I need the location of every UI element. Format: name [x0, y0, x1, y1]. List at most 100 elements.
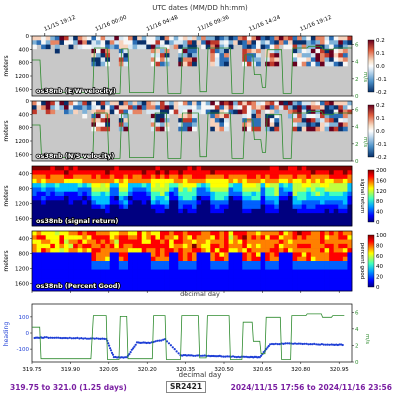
- heatmap-cell: [59, 269, 65, 275]
- heatmap-cell: [160, 261, 165, 266]
- heatmap-cell: [269, 178, 275, 184]
- heatmap-cell: [210, 248, 216, 253]
- colorbar-tick-label: 100: [376, 233, 387, 239]
- heatmap-cell: [41, 178, 47, 184]
- heatmap-cell: [256, 217, 261, 223]
- heatmap-cell: [73, 273, 79, 279]
- heatmap-cell: [269, 109, 275, 115]
- heatmap-cell: [256, 174, 261, 180]
- heatmap-cell: [182, 40, 188, 45]
- heatmap-cell: [324, 166, 330, 171]
- heatmap-cell: [283, 252, 289, 258]
- heatmap-cell: [54, 40, 60, 45]
- heatmap-cell: [164, 174, 170, 180]
- heatmap-cell: [228, 278, 234, 283]
- heatmap-cell: [237, 239, 243, 245]
- heatmap-cell: [32, 191, 37, 197]
- heading-point: [182, 354, 185, 357]
- heatmap-cell: [219, 174, 225, 180]
- heatmap-cell: [260, 221, 266, 227]
- heatmap-cell: [324, 61, 330, 67]
- heatmap-cell: [310, 243, 316, 249]
- heading-point: [169, 344, 172, 347]
- heatmap-cell: [324, 217, 330, 223]
- heatmap-cell: [173, 269, 179, 275]
- heatmap-cell: [342, 273, 348, 279]
- heatmap-cell: [73, 170, 79, 175]
- heatmap-cell: [36, 101, 42, 106]
- heatmap-cell: [182, 53, 188, 58]
- heatmap-cell: [64, 105, 69, 110]
- heatmap-cell: [210, 118, 216, 123]
- heatmap-cell: [96, 243, 101, 249]
- heatmap-cell: [164, 231, 170, 236]
- heatmap-cell: [86, 183, 92, 188]
- heatmap-cell: [164, 261, 170, 266]
- heatmap-cell: [342, 40, 348, 45]
- heatmap-cell: [196, 235, 202, 240]
- heatmap-cell: [347, 261, 353, 266]
- heatmap-cell: [150, 239, 156, 245]
- heatmap-cell: [64, 239, 69, 245]
- heatmap-cell: [141, 196, 147, 201]
- heatmap-cell: [109, 217, 115, 223]
- heatmap-cell: [187, 217, 193, 223]
- heatmap-cell: [100, 187, 106, 193]
- right-tick-label: 4: [355, 125, 359, 131]
- heatmap-cell: [224, 208, 229, 214]
- heatmap-cell: [278, 235, 284, 240]
- heatmap-cell: [256, 61, 261, 67]
- heatmap-cell: [118, 166, 124, 171]
- heatmap-cell: [224, 53, 229, 58]
- heatmap-cell: [77, 196, 83, 201]
- y-axis-label: heading: [3, 322, 10, 346]
- heatmap-cell: [288, 105, 293, 110]
- heatmap-cell: [219, 191, 225, 197]
- heatmap-cell: [256, 105, 261, 110]
- heatmap-cell: [333, 256, 339, 262]
- heatmap-cell: [128, 273, 133, 279]
- heatmap-cell: [260, 256, 266, 262]
- heading-point: [187, 354, 190, 357]
- heatmap-cell: [251, 36, 257, 41]
- heatmap-cell: [64, 213, 69, 218]
- heatmap-cell: [219, 282, 225, 288]
- heatmap-cell: [329, 200, 335, 205]
- heatmap-cell: [292, 101, 298, 106]
- heatmap-cell: [210, 239, 216, 245]
- hidden-x-tick-label: 320.65: [253, 296, 273, 302]
- heatmap-cell: [68, 269, 74, 275]
- heatmap-cell: [105, 170, 111, 175]
- heatmap-cell: [219, 122, 225, 128]
- heatmap-cell: [100, 265, 106, 270]
- heatmap-cell: [242, 174, 248, 180]
- heatmap-cell: [329, 166, 335, 171]
- heatmap-cell: [306, 261, 312, 266]
- heatmap-cell: [68, 217, 74, 223]
- heatmap-cell: [338, 239, 344, 245]
- heatmap-cell: [251, 261, 257, 266]
- heatmap-cell: [100, 282, 106, 288]
- heatmap-cell: [59, 204, 65, 210]
- heatmap-cell: [123, 196, 129, 201]
- heatmap-cell: [333, 243, 339, 249]
- heatmap-cell: [137, 243, 143, 249]
- heatmap-cell: [109, 166, 115, 171]
- heading-point: [154, 340, 157, 343]
- heatmap-cell: [210, 174, 216, 180]
- heatmap-cell: [246, 261, 252, 266]
- heatmap-cell: [283, 286, 289, 292]
- heatmap-cell: [338, 265, 344, 270]
- heatmap-cell: [265, 217, 271, 223]
- heatmap-cell: [164, 208, 170, 214]
- heatmap-cell: [233, 213, 239, 218]
- heatmap-cell: [210, 53, 216, 58]
- heatmap-cell: [86, 44, 92, 50]
- heatmap-cell: [64, 261, 69, 266]
- heatmap-cell: [137, 191, 143, 197]
- heatmap-cell: [45, 105, 51, 110]
- heatmap-cell: [338, 53, 344, 58]
- heatmap-cell: [64, 265, 69, 270]
- heatmap-cell: [288, 44, 293, 50]
- heatmap-cell: [114, 243, 120, 249]
